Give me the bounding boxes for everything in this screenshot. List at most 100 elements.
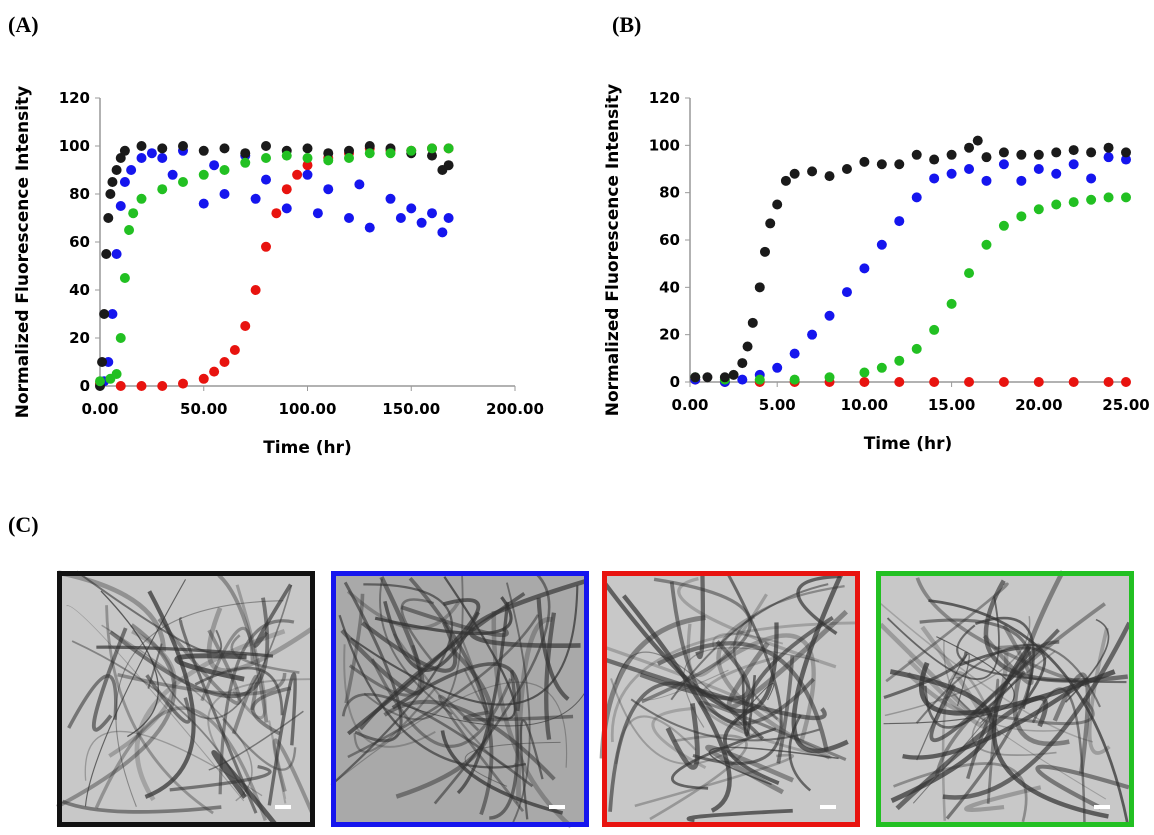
y-tick-label: 80	[69, 185, 90, 203]
x-tick-label: 15.00	[928, 396, 975, 414]
point	[877, 240, 887, 250]
point	[1069, 159, 1079, 169]
point	[755, 375, 765, 385]
point	[282, 203, 292, 213]
point	[199, 146, 209, 156]
point	[981, 240, 991, 250]
point	[929, 377, 939, 387]
y-tick-label: 120	[649, 89, 680, 107]
point	[199, 374, 209, 384]
point	[1051, 147, 1061, 157]
point	[1104, 143, 1114, 153]
x-tick-label: 0.00	[671, 396, 708, 414]
point	[1034, 377, 1044, 387]
point	[417, 218, 427, 228]
point	[303, 170, 313, 180]
point	[199, 199, 209, 209]
point	[199, 170, 209, 180]
panel-label: (B)	[612, 12, 641, 37]
series	[690, 136, 1131, 383]
y-tick-label: 20	[69, 329, 90, 347]
point	[842, 164, 852, 174]
point	[1086, 147, 1096, 157]
point	[981, 152, 991, 162]
point	[112, 369, 122, 379]
point	[168, 170, 178, 180]
x-tick-label: 10.00	[841, 396, 888, 414]
point	[690, 372, 700, 382]
point	[790, 169, 800, 179]
point	[406, 203, 416, 213]
point	[313, 208, 323, 218]
point	[807, 330, 817, 340]
point	[1121, 147, 1131, 157]
point	[825, 311, 835, 321]
point	[209, 367, 219, 377]
point	[748, 318, 758, 328]
point	[251, 194, 261, 204]
point	[209, 160, 219, 170]
point	[755, 282, 765, 292]
point	[303, 153, 313, 163]
point	[1051, 169, 1061, 179]
point	[912, 192, 922, 202]
point	[323, 155, 333, 165]
y-tick-label: 60	[69, 233, 90, 251]
figure: (A) (B) (C) 0204060801001200.0050.00100.…	[0, 0, 1154, 831]
point	[1086, 173, 1096, 183]
point	[1034, 204, 1044, 214]
point	[178, 141, 188, 151]
y-tick-label: 40	[659, 278, 680, 296]
point	[929, 173, 939, 183]
point	[760, 247, 770, 257]
x-axis-title: Time (hr)	[864, 434, 953, 454]
y-tick-label: 100	[649, 136, 680, 154]
point	[729, 370, 739, 380]
point	[1034, 164, 1044, 174]
point	[1034, 150, 1044, 160]
point	[999, 159, 1009, 169]
point	[825, 171, 835, 181]
point	[859, 377, 869, 387]
point	[157, 143, 167, 153]
point	[981, 176, 991, 186]
x-tick-label: 0.00	[81, 400, 118, 418]
point	[107, 177, 117, 187]
x-tick-label: 5.00	[759, 396, 796, 414]
series	[690, 152, 1131, 387]
point	[825, 372, 835, 382]
scale-bar	[1094, 805, 1110, 809]
point	[859, 368, 869, 378]
point	[128, 208, 138, 218]
point	[137, 194, 147, 204]
y-axis-title: Normalized Fluorescence Intensity	[13, 86, 33, 418]
point	[1069, 197, 1079, 207]
point	[737, 358, 747, 368]
point	[947, 169, 957, 179]
x-tick-label: 100.00	[279, 400, 337, 418]
x-tick-label: 200.00	[486, 400, 544, 418]
series	[95, 141, 454, 391]
x-tick-label: 20.00	[1015, 396, 1062, 414]
point	[444, 143, 454, 153]
point	[157, 153, 167, 163]
point	[1121, 192, 1131, 202]
point	[251, 285, 261, 295]
point	[790, 349, 800, 359]
point	[427, 208, 437, 218]
point	[964, 143, 974, 153]
point	[790, 375, 800, 385]
point	[427, 143, 437, 153]
point	[271, 208, 281, 218]
point	[344, 153, 354, 163]
point	[765, 218, 775, 228]
point	[1121, 377, 1131, 387]
point	[116, 333, 126, 343]
point	[947, 299, 957, 309]
point	[178, 177, 188, 187]
point	[964, 268, 974, 278]
point	[894, 216, 904, 226]
point	[1069, 145, 1079, 155]
point	[103, 213, 113, 223]
point	[147, 148, 157, 158]
